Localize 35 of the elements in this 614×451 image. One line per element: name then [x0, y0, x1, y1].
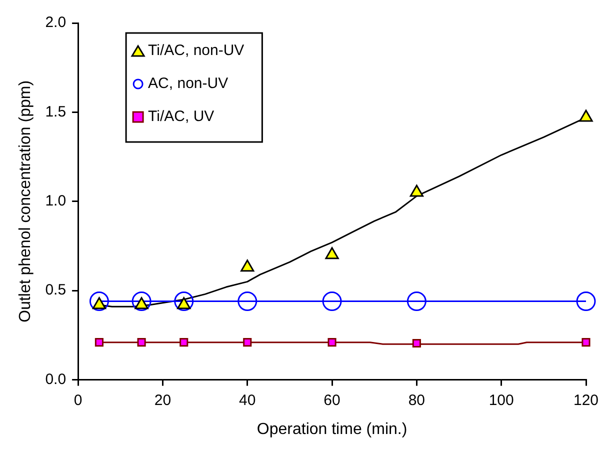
point: [240, 260, 254, 272]
point: [94, 338, 104, 347]
y-tick-label: 1.5: [45, 103, 66, 120]
point: [180, 338, 188, 347]
x-tick-label: 60: [324, 392, 340, 409]
point: [132, 292, 152, 312]
point: [410, 184, 424, 197]
legend-label: Ti/AC, non-UV: [148, 42, 244, 60]
x-axis-title: Operation time (min.): [256, 420, 408, 438]
point: [579, 110, 593, 122]
legend-label: Ti/AC, UV: [148, 108, 214, 126]
point: [238, 292, 258, 312]
y-tick-label: 0.0: [45, 370, 66, 388]
point: [174, 292, 194, 312]
point: [89, 292, 109, 312]
point: [325, 247, 339, 260]
x-tick-label: 0: [74, 392, 82, 409]
y-axis-title: Outlet phenol concentration (ppm): [17, 80, 34, 322]
point: [322, 292, 342, 312]
x-tick-label: 80: [408, 392, 426, 409]
point: [576, 292, 596, 312]
point: [243, 338, 252, 347]
y-tick-label: 0.5: [45, 282, 66, 299]
point: [328, 338, 336, 347]
point: [406, 292, 426, 312]
point: [582, 338, 590, 347]
y-tick-label: 2.0: [45, 14, 66, 32]
x-tick-label: 100: [488, 392, 514, 409]
point: [137, 338, 146, 347]
legend-label: AC, non-UV: [148, 75, 228, 92]
x-tick-label: 120: [573, 392, 599, 409]
x-tick-label: 40: [239, 392, 256, 409]
y-tick-label: 1.0: [45, 192, 66, 210]
x-tick-label: 20: [154, 392, 172, 409]
point: [412, 338, 421, 348]
